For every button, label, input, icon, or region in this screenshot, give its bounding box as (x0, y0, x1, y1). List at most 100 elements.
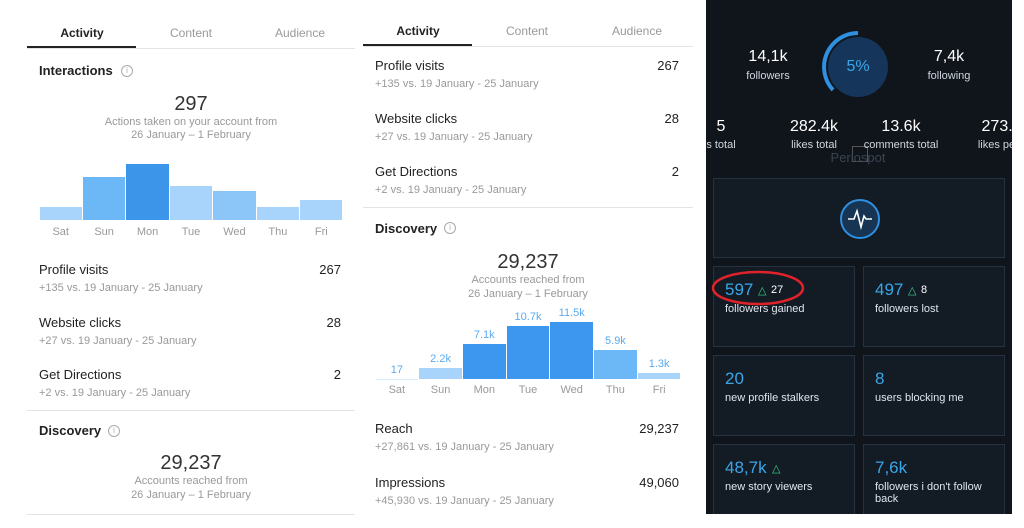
bar-chart: 17 Sat 2.2k Sun 7.1k Mon 10.7k Tue 11.5k Wed 5.9k T… (375, 300, 681, 396)
value-label: 7.1k (473, 328, 495, 341)
bar (550, 321, 594, 379)
value-label: 5.9k (605, 334, 626, 347)
info-icon[interactable]: i (121, 65, 133, 77)
stat-card[interactable]: 497 △ 8 followers lost (863, 266, 1005, 347)
card-label: followers gained (725, 303, 805, 315)
caption: Accounts reached from (134, 475, 248, 487)
row-change: +135 vs. 19 January - 25 January (39, 282, 203, 294)
card-label: followers i don't follow back (875, 481, 982, 505)
card-label: followers lost (875, 303, 939, 315)
tab-underline (363, 44, 472, 46)
caption: Accounts reached from (471, 274, 585, 286)
caption: Actions taken on your account from (104, 116, 278, 128)
stat-card[interactable]: 7,6k followers i don't follow back (863, 444, 1005, 514)
card-value: 7,6k (875, 458, 908, 477)
ellipse (711, 270, 805, 306)
card-label: new profile stalkers (725, 392, 820, 404)
tab-divider (363, 46, 693, 47)
row-change: +27 vs. 19 January - 25 January (39, 334, 197, 347)
tab[interactable]: Content (169, 26, 213, 40)
day-label: Sun (94, 226, 114, 238)
row-value: 267 (657, 58, 679, 73)
day-label: Sun (430, 384, 451, 396)
pulse-card[interactable] (713, 178, 1005, 258)
section-title: Interactions (39, 63, 113, 78)
row-label: Profile visits (39, 262, 109, 277)
section-title: Discovery (375, 221, 438, 236)
delta-icon: △ (758, 285, 767, 297)
period: 26 January – 1 February (131, 489, 251, 501)
tab[interactable]: Activity (396, 24, 440, 38)
row-label: Impressions (375, 474, 446, 490)
ring-arc (822, 31, 859, 92)
bar (594, 349, 637, 379)
tab[interactable]: Audience (274, 26, 326, 40)
bar (637, 372, 681, 379)
bar (39, 206, 82, 220)
info-icon[interactable]: i (108, 425, 120, 437)
day-label: Tue (518, 384, 538, 396)
bar (419, 368, 462, 379)
dark-panel: 14,1k followers 5% 7,4k following Perios… (706, 0, 1012, 514)
row-value: 2 (333, 367, 341, 382)
tab[interactable]: Audience (611, 24, 663, 38)
day-label: Fri (314, 226, 328, 238)
value-label: 11.5k (558, 306, 585, 319)
ring-fill (828, 37, 888, 97)
stat-label: following (927, 70, 971, 82)
delta-icon: △ (772, 463, 781, 475)
card-delta: 27 (771, 284, 784, 296)
icon-circle (840, 199, 880, 239)
delta-icon: △ (908, 285, 917, 297)
day-label: Mon (473, 384, 495, 396)
row-change: +27,861 vs. 19 January - 25 January (375, 441, 554, 453)
stat-value: 5 (716, 118, 726, 135)
row-change: +2 vs. 19 January - 25 January (375, 184, 527, 196)
stat-card[interactable]: 597 △ 27 followers gained (713, 266, 855, 347)
stat-card[interactable]: 20 new profile stalkers (713, 355, 855, 436)
bar (462, 343, 506, 379)
bar (506, 325, 550, 379)
watermark: Periospot (830, 150, 886, 165)
day-label: Thu (268, 226, 288, 238)
tab[interactable]: Content (505, 24, 549, 38)
day-label: Sat (52, 226, 69, 238)
stat-card[interactable]: 8 users blocking me (863, 355, 1005, 436)
stat-value: 13.6k (881, 118, 921, 135)
day-label: Sat (388, 384, 406, 396)
info-icon[interactable]: i (444, 222, 456, 234)
row-change: +2 vs. 19 January - 25 January (39, 387, 191, 399)
stat-value: 7,4k (933, 48, 965, 65)
tab-underline (27, 46, 136, 48)
card-label: new story viewers (725, 481, 813, 493)
stat-label: followers (746, 70, 790, 82)
highlight-ellipse (711, 270, 805, 306)
row-value: 2 (671, 164, 679, 179)
stat-value: 273.71 (981, 118, 1012, 135)
stat-card[interactable]: 48,7k △ new story viewers (713, 444, 855, 514)
ratio: 5% (846, 58, 870, 75)
card-value: 20 (725, 369, 744, 388)
bar (213, 191, 256, 220)
bar-chart: Sat Sun Mon Tue Wed Thu Fri (39, 150, 343, 238)
divider (27, 410, 355, 411)
ratio-ring (822, 31, 888, 97)
value-label: 17 (390, 363, 403, 376)
row-label: Website clicks (375, 111, 458, 126)
row-label: Profile visits (375, 58, 445, 73)
row-label: Website clicks (39, 314, 122, 330)
row-change: +45,930 vs. 19 January - 25 January (375, 494, 554, 507)
row-label: Get Directions (39, 367, 122, 382)
row-value: 49,060 (639, 474, 679, 490)
day-label: Tue (181, 226, 201, 238)
tab[interactable]: Activity (60, 26, 104, 40)
card-delta: 8 (921, 284, 928, 296)
stat-label: s total (706, 139, 736, 151)
row-value: 267 (319, 262, 341, 277)
row-label: Get Directions (375, 164, 458, 179)
total: 29,237 (497, 251, 559, 273)
stat-label: likes per po (977, 139, 1012, 151)
pulse-icon (840, 199, 880, 239)
card-label: users blocking me (875, 392, 964, 404)
